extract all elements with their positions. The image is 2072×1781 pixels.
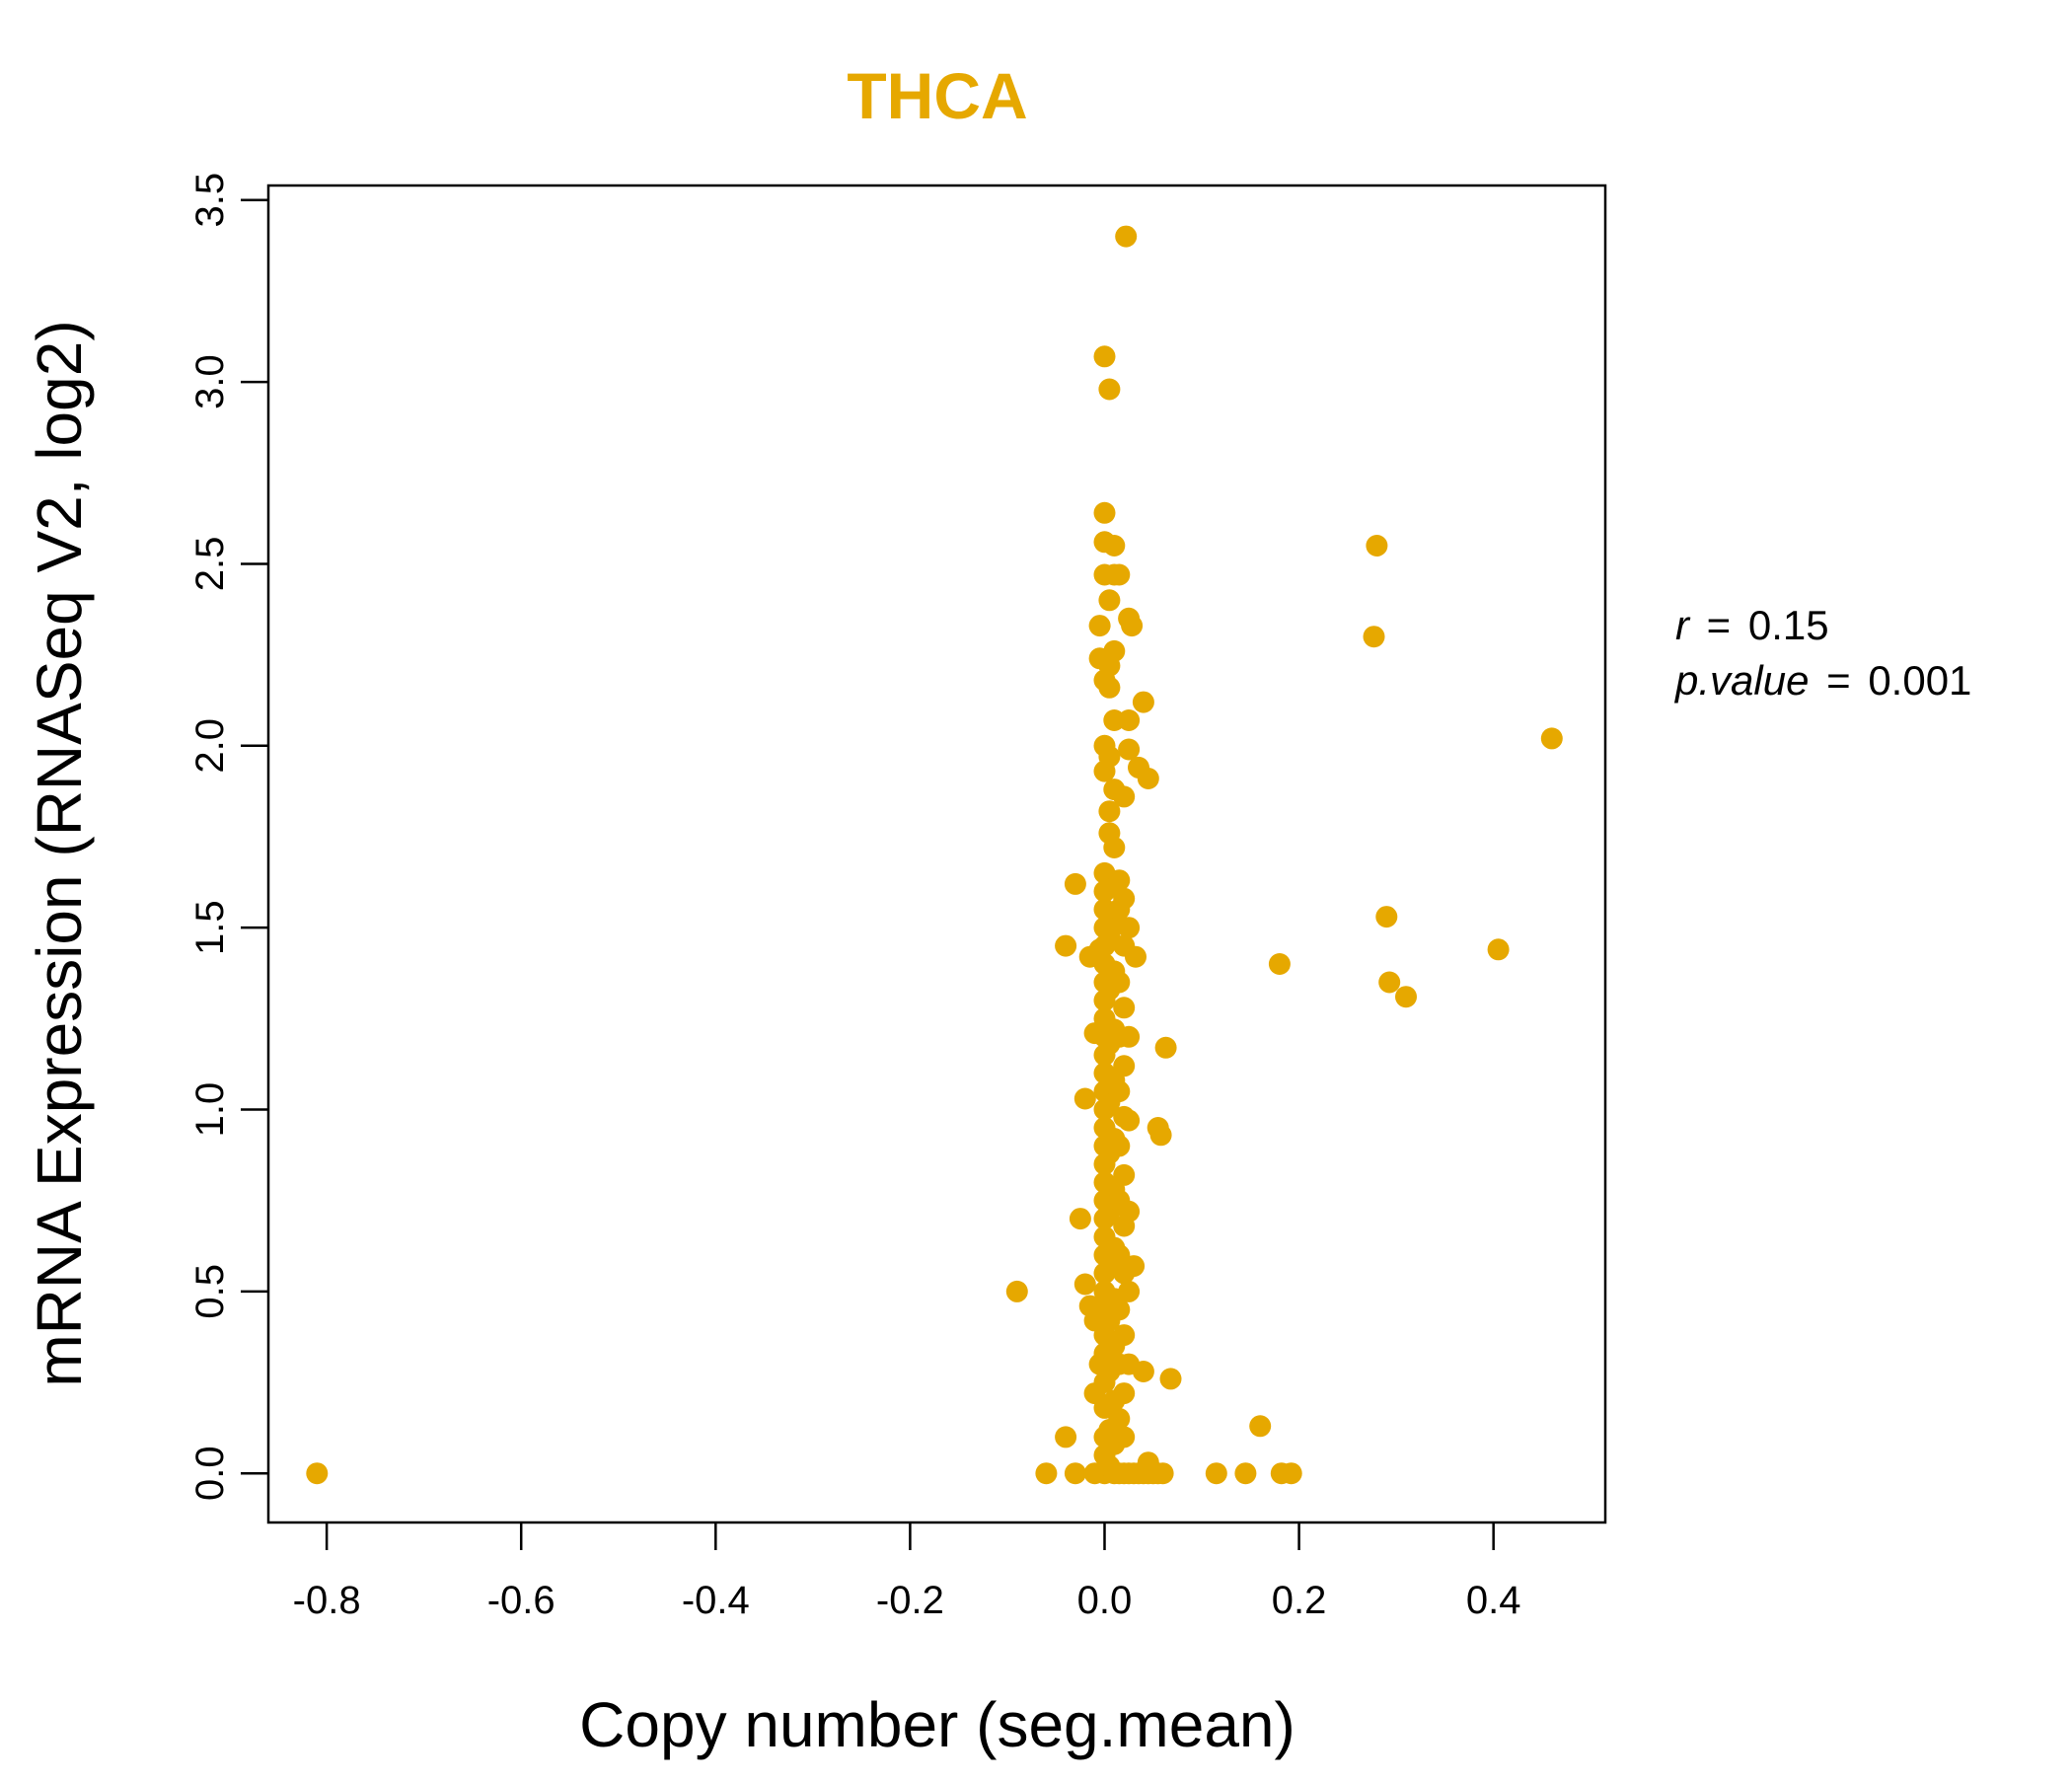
data-point: [1098, 378, 1121, 401]
r-value: 0.15: [1748, 602, 1829, 648]
data-point: [1073, 1273, 1096, 1296]
x-tick-label: -0.2: [876, 1579, 944, 1622]
data-point: [1055, 1426, 1077, 1448]
x-tick-label: -0.4: [682, 1579, 750, 1622]
plot-frame: [266, 184, 1607, 1524]
p-equals: =: [1826, 657, 1851, 704]
data-point: [1249, 1415, 1272, 1438]
data-point: [1098, 589, 1121, 612]
data-point: [1137, 768, 1159, 789]
x-tick-label: 0.2: [1272, 1579, 1327, 1622]
data-point: [1088, 615, 1111, 637]
data-point: [1487, 938, 1510, 961]
data-point: [1108, 1080, 1131, 1103]
data-point: [1113, 1426, 1136, 1448]
data-point: [1103, 837, 1126, 858]
data-point: [1093, 345, 1116, 368]
data-point: [1159, 1368, 1182, 1390]
data-point: [1268, 953, 1291, 975]
y-tick-label: 2.5: [188, 537, 232, 592]
data-point: [1108, 1407, 1131, 1430]
data-point: [1121, 615, 1144, 637]
r-stat: r = 0.15: [1675, 602, 1829, 648]
data-point: [1098, 745, 1121, 768]
data-point: [1108, 1299, 1131, 1321]
data-point: [306, 1462, 329, 1485]
data-point: [1035, 1462, 1058, 1485]
data-point: [1113, 887, 1136, 910]
data-point: [1123, 1255, 1146, 1278]
data-point: [1151, 1462, 1174, 1485]
data-point: [1125, 945, 1147, 968]
data-point: [1395, 986, 1417, 1008]
data-point: [1132, 691, 1154, 713]
y-axis: 0.0 0.5 1.0 1.5 2.0 2.5 3.0 3.5: [188, 173, 268, 1501]
data-point: [1073, 1087, 1096, 1110]
data-point: [1118, 709, 1141, 731]
data-point: [1113, 1324, 1136, 1347]
y-tick-label: 1.5: [188, 900, 232, 955]
y-tick-label: 0.5: [188, 1264, 232, 1319]
data-point: [1205, 1462, 1227, 1485]
x-tick-label: 0.0: [1077, 1579, 1133, 1622]
y-tick-label: 3.5: [188, 173, 232, 228]
data-point: [1363, 626, 1385, 648]
chart-title: THCA: [847, 59, 1027, 132]
data-point: [1064, 872, 1086, 895]
data-point: [1113, 997, 1136, 1019]
data-point: [1234, 1462, 1257, 1485]
y-tick-label: 0.0: [188, 1446, 232, 1501]
data-point: [1064, 1462, 1086, 1485]
data-point: [1154, 1036, 1177, 1059]
x-axis: -0.8 -0.6 -0.4 -0.2 0.0 0.2 0.4: [293, 1522, 1521, 1622]
data-point: [1098, 676, 1121, 699]
p-value: 0.001: [1868, 657, 1971, 704]
data-point: [1005, 1280, 1028, 1302]
data-point: [1113, 1163, 1136, 1186]
stats-annotation: r = 0.15 p.value = 0.001: [1673, 602, 1971, 704]
data-point: [1280, 1462, 1302, 1485]
p-stat: p.value = 0.001: [1673, 657, 1971, 704]
data-point: [1118, 1109, 1141, 1132]
data-point: [1375, 906, 1398, 928]
data-point: [1118, 1200, 1141, 1223]
data-point: [1118, 917, 1141, 939]
data-point: [1108, 1135, 1131, 1157]
data-point: [1540, 727, 1563, 750]
data-point: [1069, 1208, 1091, 1230]
r-equals: =: [1707, 602, 1732, 648]
r-label: r: [1675, 602, 1691, 648]
data-point: [1149, 1124, 1172, 1147]
data-point: [1132, 1361, 1154, 1382]
data-point: [1118, 1025, 1141, 1048]
x-tick-label: -0.6: [487, 1579, 555, 1622]
data-point: [1103, 535, 1126, 557]
x-tick-label: -0.8: [293, 1579, 361, 1622]
data-point: [1108, 563, 1131, 586]
data-point: [1108, 971, 1131, 994]
data-point: [1118, 738, 1141, 761]
data-point: [1378, 971, 1401, 994]
data-point: [1366, 535, 1388, 557]
y-tick-label: 2.0: [188, 718, 232, 774]
y-tick-label: 3.0: [188, 354, 232, 409]
y-tick-label: 1.0: [188, 1082, 232, 1138]
data-point: [1103, 639, 1126, 662]
data-point: [1115, 225, 1138, 248]
points-layer: [306, 225, 1563, 1485]
data-point: [1113, 1382, 1136, 1405]
p-label: p.value: [1673, 657, 1809, 704]
data-point: [1055, 934, 1077, 957]
data-point: [1093, 501, 1116, 524]
x-axis-title: Copy number (seg.mean): [579, 1689, 1295, 1760]
data-point: [1118, 1280, 1141, 1302]
x-tick-label: 0.4: [1466, 1579, 1521, 1622]
data-point: [1113, 785, 1136, 808]
data-point: [1113, 1055, 1136, 1077]
data-point: [1108, 869, 1131, 892]
data-point: [1098, 800, 1121, 823]
y-axis-title: mRNA Expression (RNASeq V2, log2): [24, 320, 95, 1386]
